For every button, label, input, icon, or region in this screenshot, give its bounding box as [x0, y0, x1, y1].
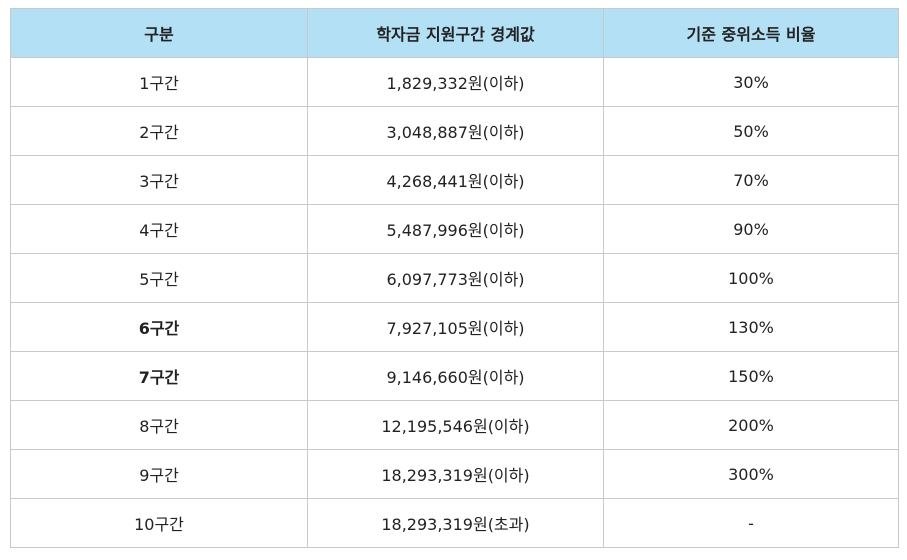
support-bracket-table: 구분 학자금 지원구간 경계값 기준 중위소득 비율 1구간 1,829,332…	[10, 8, 899, 548]
header-group: 구분	[10, 8, 308, 58]
table-container: 구분 학자금 지원구간 경계값 기준 중위소득 비율 1구간 1,829,332…	[10, 8, 899, 548]
cell-boundary: 3,048,887원(이하)	[307, 106, 604, 156]
cell-ratio: 300%	[603, 449, 899, 499]
cell-group: 10구간	[10, 498, 308, 548]
table-body: 1구간 1,829,332원(이하) 30% 2구간 3,048,887원(이하…	[10, 57, 899, 548]
cell-group: 1구간	[10, 57, 308, 107]
cell-boundary: 18,293,319원(이하)	[307, 449, 604, 499]
table-row: 2구간 3,048,887원(이하) 50%	[10, 106, 899, 156]
cell-boundary: 7,927,105원(이하)	[307, 302, 604, 352]
table-row: 8구간 12,195,546원(이하) 200%	[10, 400, 899, 450]
cell-group: 8구간	[10, 400, 308, 450]
table-row: 4구간 5,487,996원(이하) 90%	[10, 204, 899, 254]
cell-group: 2구간	[10, 106, 308, 156]
cell-ratio: 150%	[603, 351, 899, 401]
table-row: 7구간 9,146,660원(이하) 150%	[10, 351, 899, 401]
cell-ratio: 130%	[603, 302, 899, 352]
table-row: 10구간 18,293,319원(초과) -	[10, 498, 899, 548]
cell-boundary: 4,268,441원(이하)	[307, 155, 604, 205]
cell-group: 3구간	[10, 155, 308, 205]
table-row: 6구간 7,927,105원(이하) 130%	[10, 302, 899, 352]
header-boundary: 학자금 지원구간 경계값	[307, 8, 604, 58]
cell-group: 6구간	[10, 302, 308, 352]
header-ratio: 기준 중위소득 비율	[603, 8, 899, 58]
cell-ratio: 30%	[603, 57, 899, 107]
cell-boundary: 1,829,332원(이하)	[307, 57, 604, 107]
cell-group: 4구간	[10, 204, 308, 254]
cell-ratio: 100%	[603, 253, 899, 303]
cell-ratio: 200%	[603, 400, 899, 450]
cell-boundary: 12,195,546원(이하)	[307, 400, 604, 450]
table-row: 1구간 1,829,332원(이하) 30%	[10, 57, 899, 107]
cell-boundary: 5,487,996원(이하)	[307, 204, 604, 254]
table-row: 3구간 4,268,441원(이하) 70%	[10, 155, 899, 205]
cell-boundary: 6,097,773원(이하)	[307, 253, 604, 303]
cell-ratio: 50%	[603, 106, 899, 156]
cell-boundary: 9,146,660원(이하)	[307, 351, 604, 401]
cell-ratio: 70%	[603, 155, 899, 205]
cell-group: 5구간	[10, 253, 308, 303]
cell-ratio: 90%	[603, 204, 899, 254]
cell-ratio: -	[603, 498, 899, 548]
cell-group: 7구간	[10, 351, 308, 401]
table-row: 9구간 18,293,319원(이하) 300%	[10, 449, 899, 499]
table-header: 구분 학자금 지원구간 경계값 기준 중위소득 비율	[10, 8, 899, 58]
cell-group: 9구간	[10, 449, 308, 499]
header-row: 구분 학자금 지원구간 경계값 기준 중위소득 비율	[10, 8, 899, 58]
cell-boundary: 18,293,319원(초과)	[307, 498, 604, 548]
table-row: 5구간 6,097,773원(이하) 100%	[10, 253, 899, 303]
